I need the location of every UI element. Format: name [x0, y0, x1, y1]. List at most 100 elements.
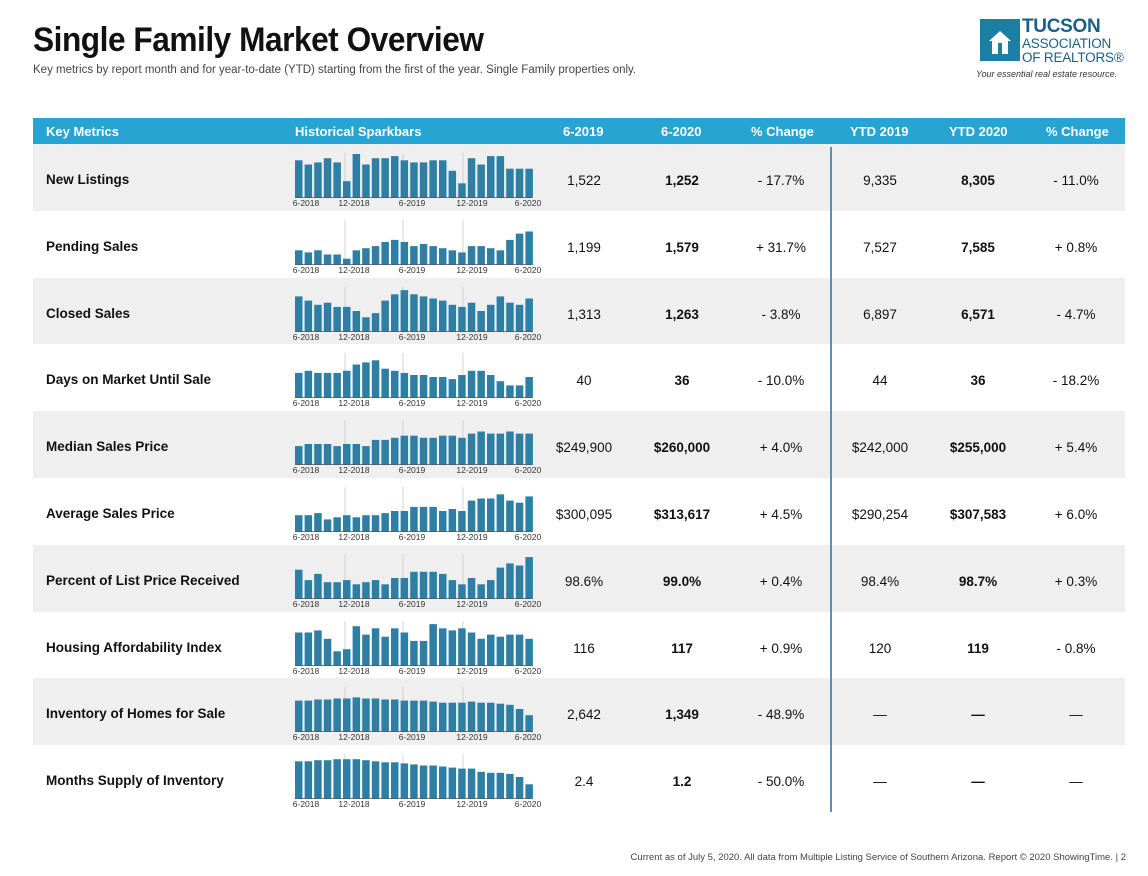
- spark-axis-tick: 6-2019: [398, 598, 426, 609]
- sparkbar: [448, 304, 457, 332]
- cell-ytd-pct: - 0.8%: [1056, 640, 1096, 656]
- cell-ytd-pct: —: [1069, 774, 1083, 790]
- cell-ytd2019: —: [873, 707, 887, 723]
- cell-ytd2019: 6,897: [863, 306, 897, 322]
- cell-ytd-pct: + 6.0%: [1054, 506, 1098, 522]
- spark-axis-tick: 6-2019: [398, 531, 426, 542]
- sparkbar: [343, 258, 351, 265]
- sparkbar: [467, 371, 476, 399]
- metric-label: Inventory of Homes for Sale: [46, 706, 226, 722]
- sparkbar-chart: [295, 687, 533, 733]
- sparkbar: [352, 625, 361, 666]
- sparkbar: [381, 440, 389, 466]
- sparkbar: [515, 385, 524, 399]
- sparkbar: [515, 304, 524, 332]
- cell-v2019: 40: [576, 373, 592, 389]
- spark-axis: 6-2018 12-2018 6-2019 12-2019 6-2020: [292, 665, 541, 678]
- spark-axis-tick: 6-2020: [514, 264, 542, 275]
- sparkbar: [295, 160, 303, 198]
- sparkbar: [448, 579, 457, 599]
- spark-axis-tick: 6-2019: [398, 799, 426, 810]
- sparkbar: [448, 767, 457, 800]
- table-row: Pending Sales 6-2018 12-2018 6-2019 12-2019 6…: [33, 211, 1125, 278]
- sparkbar: [400, 510, 409, 532]
- sparkbar: [419, 640, 428, 666]
- spark-axis-tick: 12-2018: [338, 264, 370, 275]
- spark-axis-tick: 12-2019: [456, 598, 488, 609]
- cell-v2020: 99.0%: [662, 573, 702, 589]
- sparkbar: [525, 377, 533, 399]
- sparkbar: [515, 777, 524, 800]
- sparkbar: [314, 304, 322, 332]
- sparkbar: [352, 697, 361, 733]
- header-6-2019: 6-2019: [563, 124, 604, 139]
- sparkbar: [391, 762, 399, 800]
- cell-ytd2020: 8,305: [961, 173, 995, 188]
- sparkbar: [381, 158, 389, 198]
- sparkbar: [487, 156, 495, 198]
- sparkbar-chart: [295, 553, 533, 599]
- spark-axis-tick: 12-2018: [338, 398, 370, 409]
- sparkbar: [381, 584, 389, 599]
- sparkbar: [371, 698, 380, 733]
- sparkbar-chart: [295, 153, 533, 198]
- spark-axis-tick: 6-2020: [514, 665, 542, 676]
- spark-axis: 6-2018 12-2018 6-2019 12-2019 6-2020: [293, 799, 541, 811]
- cell-pct: - 3.8%: [761, 306, 801, 322]
- sparkbar: [467, 768, 476, 800]
- table-row: Average Sales Price 6-2018 12-2018 6-2019 12…: [33, 478, 1125, 545]
- sparkbar: [391, 577, 399, 599]
- sparkbar: [439, 703, 447, 733]
- sparkbar: [333, 306, 341, 332]
- spark-axis-tick: 6-2019: [398, 198, 426, 208]
- sparkbar: [352, 444, 361, 466]
- sparkbar: [371, 579, 380, 599]
- metric-label: New Listings: [46, 172, 130, 187]
- sparkbar: [458, 768, 466, 800]
- sparkbar: [333, 698, 341, 733]
- cell-ytd2020: —: [971, 774, 985, 790]
- spark-axis-tick: 6-2019: [398, 665, 426, 676]
- sparkbar: [467, 245, 476, 265]
- cell-ytd2020: 98.7%: [958, 573, 998, 589]
- spark-axis: 6-2018 12-2018 6-2019 12-2019 6-2020: [293, 398, 541, 410]
- sparkbar: [515, 168, 524, 198]
- sparkbar: [304, 444, 313, 466]
- header-sparkbars: Historical Sparkbars: [295, 124, 422, 139]
- sparkbar: [391, 437, 399, 466]
- column-divider: [830, 147, 832, 812]
- table-row: Inventory of Homes for Sale 6-2018 12-2018…: [33, 678, 1125, 746]
- header-ytd-2020: YTD 2020: [949, 124, 1008, 139]
- sparkbar: [323, 638, 332, 666]
- sparkbar: [323, 158, 332, 198]
- sparkbar: [410, 375, 418, 399]
- spark-axis-tick: 6-2018: [292, 665, 320, 676]
- sparkbar: [506, 239, 514, 265]
- cell-ytd-pct: - 11.0%: [1053, 173, 1099, 188]
- sparkbar: [323, 581, 332, 599]
- sparkbar: [419, 506, 428, 532]
- sparkbar: [371, 515, 380, 532]
- sparkbar: [458, 627, 466, 666]
- spark-axis-tick: 6-2020: [514, 799, 542, 810]
- spark-axis-tick: 6-2019: [398, 732, 426, 743]
- metric-label: Median Sales Price: [46, 439, 169, 455]
- sparkbar: [410, 571, 418, 599]
- house-cactus-icon: [980, 19, 1020, 61]
- sparkbar: [295, 250, 303, 265]
- header-ytd-2019: YTD 2019: [850, 124, 909, 139]
- sparkbar: [323, 254, 332, 265]
- cell-v2019: 116: [573, 640, 595, 656]
- sparkbar: [400, 632, 409, 666]
- sparkbar: [391, 699, 399, 733]
- page-title: Single Family Market Overview: [33, 21, 484, 59]
- sparkbar: [429, 377, 437, 399]
- sparkbar: [400, 241, 409, 265]
- sparkbar: [295, 295, 303, 332]
- sparkbar: [477, 164, 485, 198]
- sparkbar: [400, 289, 409, 332]
- sparkbar: [439, 573, 447, 599]
- sparkbar: [295, 446, 303, 466]
- spark-axis-tick: 6-2018: [292, 531, 320, 542]
- sparkbar: [467, 701, 476, 733]
